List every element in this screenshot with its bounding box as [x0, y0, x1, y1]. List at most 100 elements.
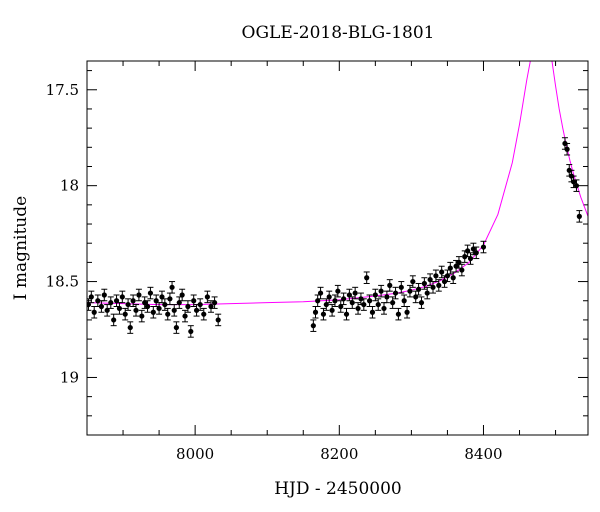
x-tick-label: 8000	[176, 445, 214, 463]
data-point	[193, 304, 200, 317]
point-marker	[95, 298, 101, 304]
point-marker	[315, 298, 321, 304]
point-marker	[346, 292, 352, 298]
point-marker	[470, 246, 476, 252]
point-marker	[201, 311, 207, 317]
point-marker	[142, 300, 148, 306]
data-point	[375, 298, 382, 311]
data-point	[458, 263, 465, 277]
data-point	[564, 142, 571, 156]
point-marker	[387, 282, 393, 288]
data-point	[404, 305, 411, 319]
data-point	[133, 304, 140, 317]
data-point	[438, 265, 445, 279]
data-point	[401, 294, 408, 307]
data-point	[383, 290, 390, 304]
point-marker	[215, 317, 221, 323]
data-point	[415, 282, 422, 296]
point-marker	[401, 298, 407, 304]
point-marker	[381, 305, 387, 312]
point-marker	[156, 305, 162, 312]
point-marker	[418, 300, 425, 306]
data-point	[144, 300, 151, 313]
data-point	[164, 307, 171, 321]
data-point	[176, 296, 183, 309]
point-marker	[173, 324, 179, 331]
point-marker	[130, 298, 136, 304]
point-marker	[465, 248, 471, 254]
data-point	[386, 279, 393, 292]
point-marker	[323, 301, 329, 308]
point-marker	[355, 305, 361, 312]
data-point	[158, 290, 165, 304]
data-point	[153, 294, 160, 307]
data-point	[166, 292, 173, 306]
point-marker	[111, 317, 117, 323]
point-marker	[338, 303, 344, 310]
data-point	[101, 288, 108, 302]
point-marker	[326, 294, 332, 300]
point-marker	[450, 275, 456, 281]
data-point	[122, 307, 129, 321]
data-point	[135, 288, 142, 302]
point-marker	[147, 290, 154, 296]
point-marker	[104, 307, 110, 313]
point-marker	[144, 303, 151, 310]
data-point	[409, 275, 416, 288]
data-point	[184, 300, 191, 313]
point-marker	[407, 288, 413, 294]
point-marker	[182, 313, 188, 319]
data-point	[389, 296, 396, 309]
point-marker	[312, 309, 319, 315]
point-marker	[384, 294, 390, 300]
data-point	[470, 242, 477, 256]
data-point	[200, 307, 207, 321]
data-point	[127, 321, 134, 334]
point-marker	[153, 298, 159, 304]
point-marker	[329, 307, 335, 313]
point-marker	[139, 313, 145, 319]
data-point	[215, 313, 222, 327]
point-marker	[444, 273, 451, 279]
point-marker	[127, 324, 133, 331]
point-marker	[480, 244, 487, 250]
point-marker	[447, 265, 453, 271]
data-point	[337, 300, 344, 313]
point-marker	[415, 286, 422, 292]
point-marker	[433, 273, 439, 279]
data-point	[104, 304, 111, 317]
data-point	[107, 296, 114, 309]
chart-title: OGLE-2018-BLG-1801	[242, 23, 435, 43]
data-point	[197, 298, 204, 311]
data-point	[187, 325, 194, 338]
point-marker	[320, 311, 327, 317]
point-marker	[317, 290, 324, 296]
data-point	[190, 294, 197, 307]
data-point	[113, 294, 120, 307]
data-point	[326, 290, 333, 304]
data-point	[349, 296, 356, 309]
data-point	[94, 294, 101, 307]
data-point	[343, 307, 350, 321]
point-marker	[366, 298, 373, 304]
point-marker	[136, 292, 142, 298]
data-point	[334, 284, 341, 298]
point-marker	[169, 284, 175, 290]
data-point	[473, 246, 480, 260]
plot-frame	[86, 60, 589, 436]
point-marker	[171, 307, 177, 313]
point-marker	[570, 179, 577, 185]
data-point	[360, 298, 367, 311]
data-point	[576, 210, 583, 223]
data-point	[314, 294, 321, 307]
point-marker	[91, 309, 97, 315]
point-marker	[404, 309, 410, 315]
point-marker	[369, 309, 376, 315]
data-point	[317, 286, 324, 300]
x-tick-label: 8200	[320, 445, 358, 463]
point-marker	[456, 259, 462, 265]
model-layer	[87, 61, 588, 306]
point-marker	[179, 292, 185, 298]
data-point	[378, 284, 385, 298]
